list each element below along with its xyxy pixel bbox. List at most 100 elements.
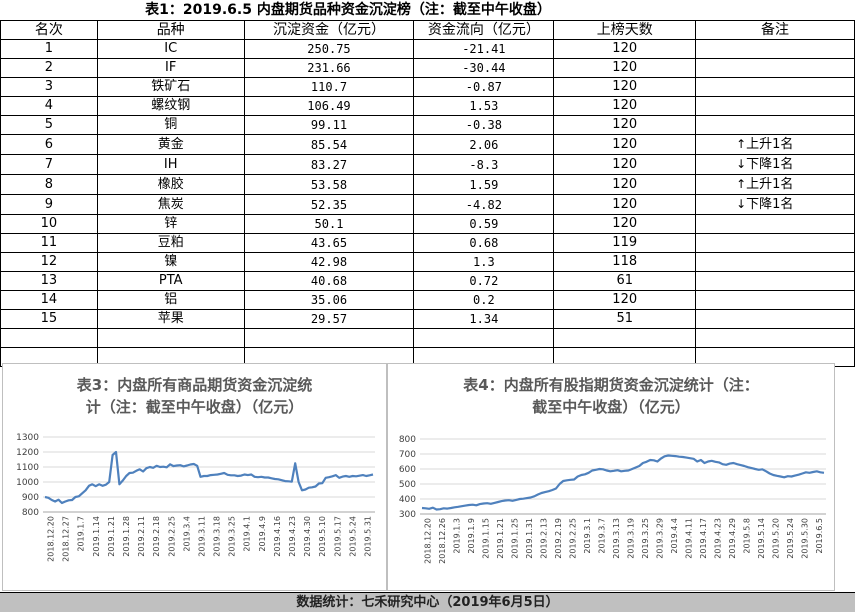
cell-rank: 4: [0, 96, 98, 116]
cell-fund: 250.75: [243, 39, 415, 59]
cell-flow: 1.59: [413, 174, 555, 195]
cell-note: ↑上升1名: [695, 134, 855, 155]
cell-rank: 2: [0, 58, 98, 78]
x-tick-label: 2019.2.18: [152, 516, 161, 557]
chart-commodity-title-1: 表3：内盘所有商品期货资金沉淀统: [76, 376, 313, 394]
x-tick-label: 2019.4.17: [699, 518, 708, 559]
x-tick-label: 2019.1.31: [525, 518, 534, 559]
x-tick-label: 2019.3.18: [213, 516, 222, 557]
cell-rank: 12: [0, 252, 98, 272]
cell-flow: -4.82: [413, 194, 555, 215]
x-tick-label: 2019.4.1: [243, 516, 252, 552]
chart-index-title-2: 截至中午收盘）（亿元）: [532, 398, 690, 416]
x-tick-label: 2019.3.25: [641, 518, 650, 559]
x-tick-label: 2019.3.4: [182, 516, 191, 552]
x-tick-label: 2019.1.14: [92, 516, 101, 557]
cell-name: 苹果: [96, 309, 245, 329]
cell-fund: 35.06: [243, 290, 415, 310]
cell-note: ↓下降1名: [695, 154, 855, 175]
cell-flow: -8.3: [413, 154, 555, 175]
x-tick-label: 2019.1.25: [510, 518, 519, 559]
cell-note: [695, 96, 855, 116]
x-tick-label: 2019.3.7: [597, 518, 606, 554]
x-tick-label: 2019.3.13: [612, 518, 621, 559]
chart-index-plot: 300 400 500 600 700 800 2018.12.20 2018.12.26 20…: [399, 435, 826, 564]
table-row: 9 焦炭 52.35 -4.82 120 ↓下降1名: [0, 194, 855, 215]
series-line: [44, 450, 374, 505]
y-tick-label: 1300: [16, 433, 39, 443]
y-tick-label: 600: [399, 465, 416, 475]
table-header-row: 名次 品种 沉淀资金（亿元） 资金流向（亿元） 上榜天数 备注: [0, 20, 855, 40]
cell-rank: 5: [0, 115, 98, 135]
series-line: [421, 454, 825, 511]
x-tick-label: 2019.1.28: [122, 516, 131, 557]
cell-note: [695, 252, 855, 272]
cell-note: [695, 115, 855, 135]
cell-name: IC: [96, 39, 245, 59]
y-tick-label: 1100: [16, 463, 39, 473]
cell-name: 橡胶: [96, 174, 245, 195]
cell-rank: 13: [0, 271, 98, 291]
cell-rank: 11: [0, 233, 98, 253]
note-text: 上升1名: [746, 177, 794, 192]
cell-name: 铜: [96, 115, 245, 135]
cell-name: 焦炭: [96, 194, 245, 215]
cell-name: IF: [96, 58, 245, 78]
cell-days: 61: [553, 271, 697, 291]
cell-name: 豆粕: [96, 233, 245, 253]
cell-days: 118: [553, 252, 697, 272]
table-title: 表1：2019.6.5 内盘期货品种资金沉淀榜（注：截至中午收盘）: [145, 2, 551, 18]
chart-commodity: 表3：内盘所有商品期货资金沉淀统 计（注：截至中午收盘）（亿元） 800 900 1…: [2, 363, 387, 591]
cell-name: IH: [96, 154, 245, 175]
x-tick-label: 2019.1.9: [467, 518, 476, 554]
cell-days: 120: [553, 214, 697, 234]
y-tick-label: 800: [399, 435, 416, 445]
note-text: 上升1名: [746, 137, 794, 152]
cell-days: 120: [553, 154, 697, 175]
y-tick-label: 500: [399, 480, 416, 490]
cell-days: 120: [553, 58, 697, 78]
cell-days: 120: [553, 290, 697, 310]
cell-fund: 42.98: [243, 252, 415, 272]
table-row: 12 镍 42.98 1.3 118: [0, 252, 855, 272]
empty-cell: [243, 328, 415, 348]
note-text: 下降1名: [746, 197, 794, 212]
header-cell: 上榜天数: [553, 20, 697, 40]
x-tick-label: 2019.5.31: [363, 516, 372, 557]
arrow-up-icon: ↑: [736, 177, 747, 191]
y-tick-label: 1200: [16, 448, 39, 458]
cell-fund: 29.57: [243, 309, 415, 329]
x-tick-label: 2019.2.19: [554, 518, 563, 559]
cell-fund: 53.58: [243, 174, 415, 195]
x-tick-label: 2019.4.23: [288, 516, 297, 557]
x-tick-label: 2019.2.11: [137, 516, 146, 557]
cell-note: [695, 58, 855, 78]
cell-fund: 43.65: [243, 233, 415, 253]
cell-flow: -21.41: [413, 39, 555, 59]
fund-table: 名次 品种 沉淀资金（亿元） 资金流向（亿元） 上榜天数 备注 1 IC 250.75 -21.4…: [0, 20, 855, 367]
cell-rank: 1: [0, 39, 98, 59]
empty-row: [0, 347, 855, 367]
x-tick-label: 2019.5.20: [771, 518, 780, 559]
x-tick-label: 2019.5.14: [757, 518, 766, 559]
table-row: 13 PTA 40.68 0.72 61: [0, 271, 855, 291]
x-tick-label: 2019.4.11: [684, 518, 693, 559]
header-cell: 名次: [0, 20, 98, 40]
x-tick-label: 2019.2.25: [167, 516, 176, 557]
x-tick-label: 2018.12.20: [47, 516, 56, 562]
cell-flow: 0.59: [413, 214, 555, 234]
y-tick-label: 300: [399, 510, 416, 520]
x-tick-label: 2019.4.9: [258, 516, 267, 552]
x-tick-label: 2019.1.7: [77, 516, 86, 552]
header-cell: 资金流向（亿元）: [413, 20, 555, 40]
x-tick-label: 2018.12.26: [438, 518, 447, 564]
cell-days: 120: [553, 174, 697, 195]
cell-rank: 9: [0, 194, 98, 215]
y-tick-label: 800: [22, 508, 39, 518]
cell-rank: 7: [0, 154, 98, 175]
x-tick-label: 2019.5.30: [800, 518, 809, 559]
x-tick-label: 2019.3.25: [228, 516, 237, 557]
cell-days: 120: [553, 115, 697, 135]
x-tick-label: 2019.2.13: [539, 518, 548, 559]
empty-cell: [413, 328, 555, 348]
